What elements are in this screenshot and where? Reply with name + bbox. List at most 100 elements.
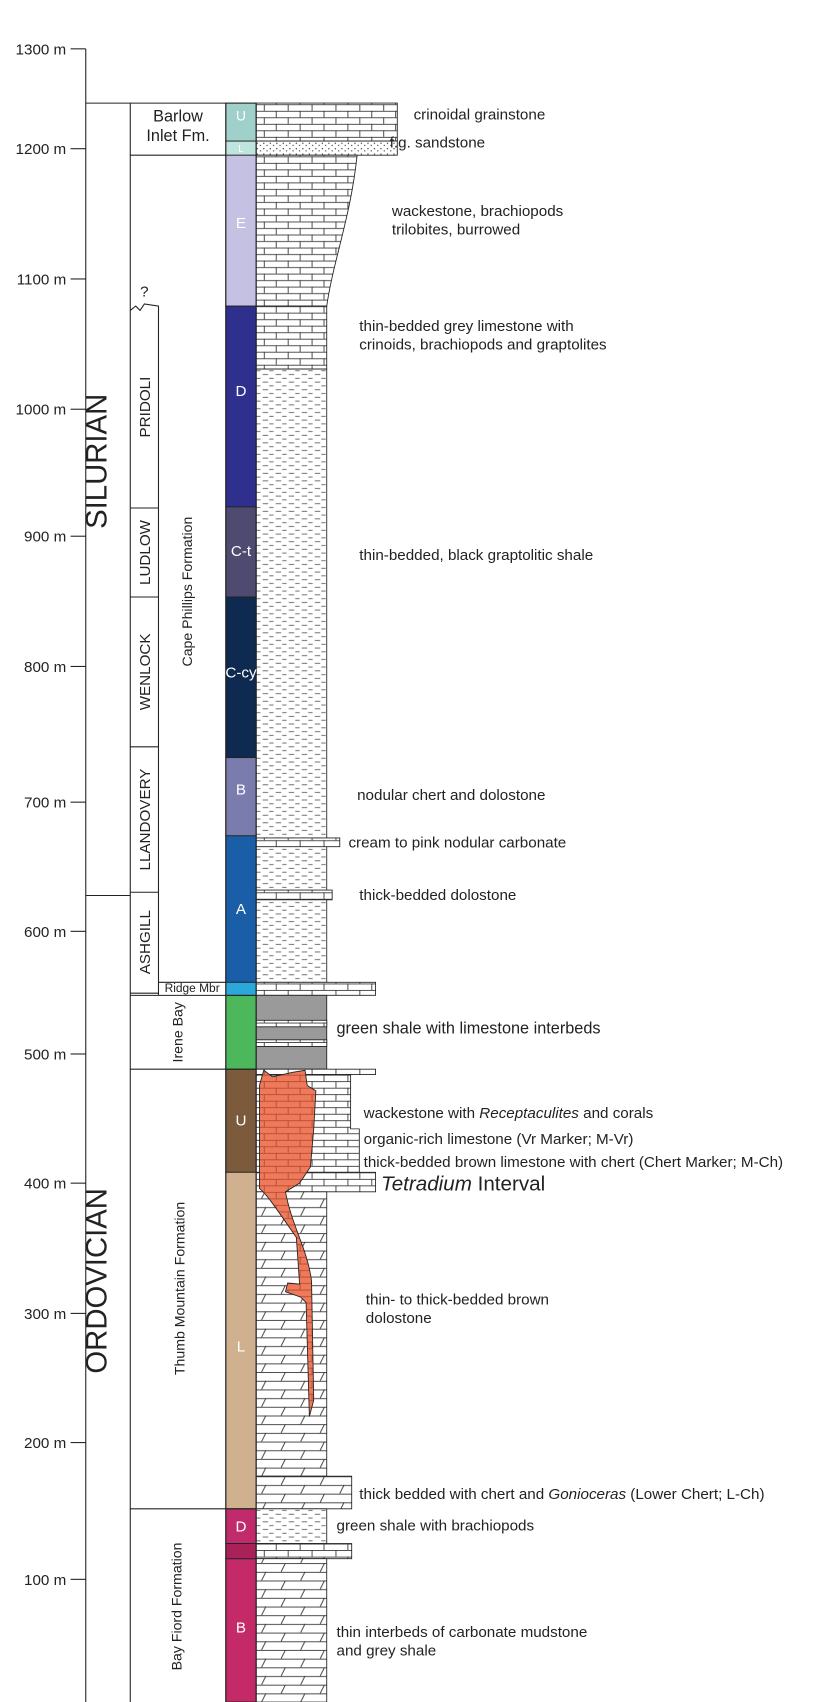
lithology: [255, 1475, 353, 1510]
description-part: thin- to thick-bedded brown: [366, 1292, 549, 1309]
member-label: Ridge Mbr: [165, 981, 220, 995]
lithology: [259, 1069, 317, 1417]
description-part: Receptaculites: [479, 1105, 579, 1122]
member-label: E: [236, 215, 246, 232]
description-part: cream to pink nodular carbonate: [348, 835, 566, 852]
lithology: [255, 1068, 377, 1076]
description: wackestone, brachiopods: [391, 203, 564, 220]
formation-label: Thumb Mountain Formation: [172, 1202, 188, 1375]
description: thick-bedded dolostone: [359, 887, 516, 904]
description: crinoids, brachiopods and graptolites: [359, 337, 607, 354]
description-part: Gonioceras: [548, 1486, 626, 1503]
tick-label: 900 m: [24, 529, 66, 546]
tick-label: 700 m: [24, 795, 66, 812]
description-part: green shale with brachiopods: [337, 1517, 535, 1534]
member-label: C-t: [231, 543, 252, 560]
description-part: green shale with limestone interbeds: [337, 1019, 601, 1037]
description: thick-bedded brown limestone with chert …: [364, 1154, 784, 1171]
description: thin-bedded grey limestone with: [359, 318, 573, 335]
lithology: [255, 1543, 353, 1560]
description: and grey shale: [337, 1642, 437, 1659]
lithology: [255, 889, 333, 901]
formation-label: Bay Fiord Formation: [168, 1543, 184, 1671]
description: thick bedded with chert and Gonioceras (…: [359, 1486, 764, 1503]
lithology: [255, 1019, 328, 1028]
tick-label: 1300 m: [16, 41, 67, 58]
tick-label: 1100 m: [17, 271, 67, 288]
lithology: [255, 837, 341, 848]
member-band: [225, 1558, 257, 1702]
formation-label: Cape Phillips Formation: [179, 517, 195, 667]
member-band: [225, 981, 257, 996]
member-label: L: [238, 144, 244, 155]
description-part: organic-rich limestone (Vr Marker; M-Vr): [364, 1131, 634, 1148]
series-label: WENLOCK: [137, 634, 154, 711]
description-part: thick bedded with chert and: [359, 1486, 548, 1503]
description: thin interbeds of carbonate mudstone: [337, 1624, 588, 1641]
description-part: and grey shale: [337, 1642, 437, 1659]
description: trilobites, burrowed: [392, 221, 520, 238]
formation-label: Barlow: [153, 108, 203, 126]
tick-label: 300 m: [24, 1306, 66, 1323]
member-band: [225, 305, 257, 508]
tick-label: 600 m: [24, 924, 66, 941]
member-label: U: [236, 1113, 247, 1130]
description-part: wackestone, brachiopods: [391, 203, 564, 220]
member-band: [225, 835, 257, 983]
lithology: [255, 1558, 328, 1702]
description: cream to pink nodular carbonate: [348, 835, 566, 852]
description-part: thick-bedded dolostone: [359, 887, 516, 904]
lithology: [255, 102, 398, 142]
description: green shale with limestone interbeds: [337, 1019, 601, 1037]
tick-label: 1200 m: [16, 141, 67, 158]
formation-label: Inlet Fm.: [146, 127, 209, 145]
member-band: [225, 1508, 257, 1544]
description-part: and corals: [579, 1105, 654, 1122]
tick-label: 800 m: [24, 659, 66, 676]
tick-label: 1000 m: [16, 402, 67, 419]
description: f.g. sandstone: [390, 135, 485, 152]
rule: [129, 303, 160, 996]
series-label: ASHGILL: [137, 910, 154, 974]
description-part: trilobites, burrowed: [392, 221, 520, 238]
description-part: thin-bedded, black graptolitic shale: [359, 547, 593, 564]
lithology: [255, 981, 377, 996]
tick-label: 200 m: [24, 1435, 66, 1452]
lithology: [255, 154, 358, 307]
description-part: dolostone: [366, 1310, 432, 1327]
period-label: SILURIAN: [80, 394, 113, 529]
description-part: Tetradium: [381, 1173, 472, 1196]
tick-label: 100 m: [24, 1572, 66, 1589]
period-label: ORDOVICIAN: [80, 1188, 113, 1374]
lithology: [255, 1191, 328, 1477]
description-part: nodular chert and dolostone: [357, 787, 545, 804]
description: organic-rich limestone (Vr Marker; M-Vr): [364, 1131, 634, 1148]
description-part: f.g. sandstone: [390, 135, 485, 152]
lithology: [255, 994, 328, 1070]
description: crinoidal grainstone: [414, 106, 546, 123]
description-part: thin interbeds of carbonate mudstone: [337, 1624, 588, 1641]
member-label: U: [236, 107, 246, 123]
description-part: crinoids, brachiopods and graptolites: [359, 337, 607, 354]
member-label: D: [236, 1519, 247, 1536]
description: thin-bedded, black graptolitic shale: [359, 547, 593, 564]
member-label: B: [236, 1620, 246, 1637]
series-label: PRIDOLI: [137, 377, 154, 438]
description-part: thick-bedded brown limestone with chert …: [364, 1154, 784, 1171]
lithology: [255, 305, 328, 370]
member-label: L: [237, 1338, 245, 1355]
description: wackestone with Receptaculites and coral…: [363, 1105, 654, 1122]
series-label: LLANDOVERY: [137, 769, 154, 871]
lithology: [255, 140, 398, 156]
description: dolostone: [366, 1310, 432, 1327]
formation-label: Irene Bay: [169, 1001, 185, 1062]
series-label: LUDLOW: [137, 519, 154, 585]
description-part: Interval: [472, 1173, 545, 1196]
frame: [70, 48, 398, 1702]
member-band: [225, 994, 257, 1070]
description: Tetradium Interval: [381, 1173, 545, 1196]
description: green shale with brachiopods: [337, 1517, 535, 1534]
member-label: B: [236, 782, 246, 799]
